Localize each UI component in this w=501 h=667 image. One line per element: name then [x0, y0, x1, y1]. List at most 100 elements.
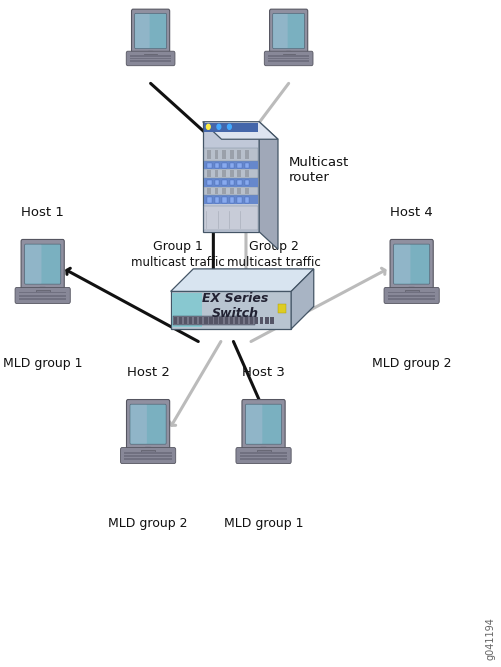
Circle shape	[227, 124, 231, 129]
Bar	[204, 187, 257, 195]
Polygon shape	[202, 121, 259, 232]
FancyBboxPatch shape	[131, 9, 169, 53]
Bar	[249, 317, 253, 324]
Bar	[244, 170, 248, 177]
FancyBboxPatch shape	[25, 245, 42, 283]
FancyBboxPatch shape	[130, 405, 147, 444]
Bar	[222, 179, 226, 185]
Bar	[268, 58, 309, 59]
Text: g041194: g041194	[485, 618, 495, 660]
Bar	[214, 179, 219, 185]
Bar	[239, 452, 287, 454]
Bar	[124, 452, 171, 454]
Bar	[207, 179, 211, 185]
Text: Group 2: Group 2	[248, 240, 298, 253]
Bar	[239, 455, 287, 457]
Bar	[237, 197, 241, 203]
Bar	[204, 169, 257, 178]
Bar	[387, 291, 434, 293]
Bar	[203, 123, 258, 132]
Bar	[19, 291, 66, 293]
Bar	[404, 290, 418, 292]
Bar	[268, 61, 309, 62]
Bar	[141, 450, 155, 452]
Bar	[214, 163, 219, 167]
Polygon shape	[170, 291, 291, 329]
FancyBboxPatch shape	[120, 448, 175, 464]
FancyBboxPatch shape	[393, 244, 429, 284]
Polygon shape	[148, 51, 152, 55]
Bar	[214, 188, 218, 194]
FancyBboxPatch shape	[134, 13, 166, 49]
Text: MLD group 2: MLD group 2	[371, 357, 450, 370]
Bar	[229, 163, 234, 167]
Bar	[222, 163, 226, 167]
FancyBboxPatch shape	[245, 405, 262, 444]
FancyBboxPatch shape	[383, 287, 438, 303]
Bar	[222, 170, 225, 177]
Text: MLD group 1: MLD group 1	[223, 517, 303, 530]
Polygon shape	[145, 447, 150, 451]
Bar	[237, 170, 240, 177]
Bar	[229, 150, 233, 159]
FancyBboxPatch shape	[389, 239, 432, 289]
Bar	[124, 458, 171, 460]
Bar	[214, 317, 217, 324]
Bar	[173, 316, 255, 325]
Polygon shape	[408, 287, 413, 291]
FancyBboxPatch shape	[241, 400, 285, 449]
Bar	[244, 150, 248, 159]
Bar	[207, 150, 210, 159]
Bar	[229, 188, 233, 194]
Bar	[222, 197, 226, 203]
Bar	[207, 163, 211, 167]
Polygon shape	[286, 51, 290, 55]
Text: multicast traffic: multicast traffic	[226, 255, 320, 269]
Polygon shape	[259, 121, 278, 249]
Bar	[244, 188, 248, 194]
Bar	[204, 195, 257, 204]
Bar	[244, 179, 249, 185]
Text: Host 2: Host 2	[126, 366, 169, 379]
Text: Multicast
router: Multicast router	[288, 156, 348, 184]
Text: Host 4: Host 4	[389, 206, 432, 219]
FancyBboxPatch shape	[235, 448, 291, 464]
FancyBboxPatch shape	[245, 404, 281, 444]
Bar	[188, 317, 192, 324]
Bar	[130, 55, 171, 57]
Bar	[268, 55, 309, 57]
Bar	[229, 170, 233, 177]
Bar	[222, 150, 225, 159]
Bar	[214, 197, 219, 203]
FancyBboxPatch shape	[21, 239, 64, 289]
Text: multicast traffic: multicast traffic	[131, 255, 224, 269]
Bar	[239, 317, 242, 324]
Polygon shape	[202, 121, 278, 139]
Bar	[265, 317, 268, 324]
Bar	[229, 179, 234, 185]
Bar	[244, 163, 249, 167]
Bar	[244, 197, 249, 203]
Bar	[178, 317, 182, 324]
Bar	[204, 161, 257, 169]
Circle shape	[206, 124, 210, 129]
Bar	[282, 53, 294, 55]
Bar	[219, 317, 222, 324]
FancyBboxPatch shape	[126, 51, 175, 65]
Bar	[204, 178, 257, 187]
FancyBboxPatch shape	[393, 245, 410, 283]
FancyBboxPatch shape	[25, 244, 61, 284]
Text: MLD group 1: MLD group 1	[3, 357, 82, 370]
Bar	[204, 205, 257, 229]
Bar	[130, 61, 171, 62]
Bar	[204, 148, 257, 161]
Bar	[278, 303, 285, 313]
Polygon shape	[40, 287, 45, 291]
Bar	[183, 317, 187, 324]
Bar	[237, 188, 240, 194]
FancyBboxPatch shape	[130, 404, 166, 444]
Bar	[229, 197, 234, 203]
Polygon shape	[170, 269, 313, 291]
Bar	[270, 317, 273, 324]
Bar	[229, 317, 232, 324]
